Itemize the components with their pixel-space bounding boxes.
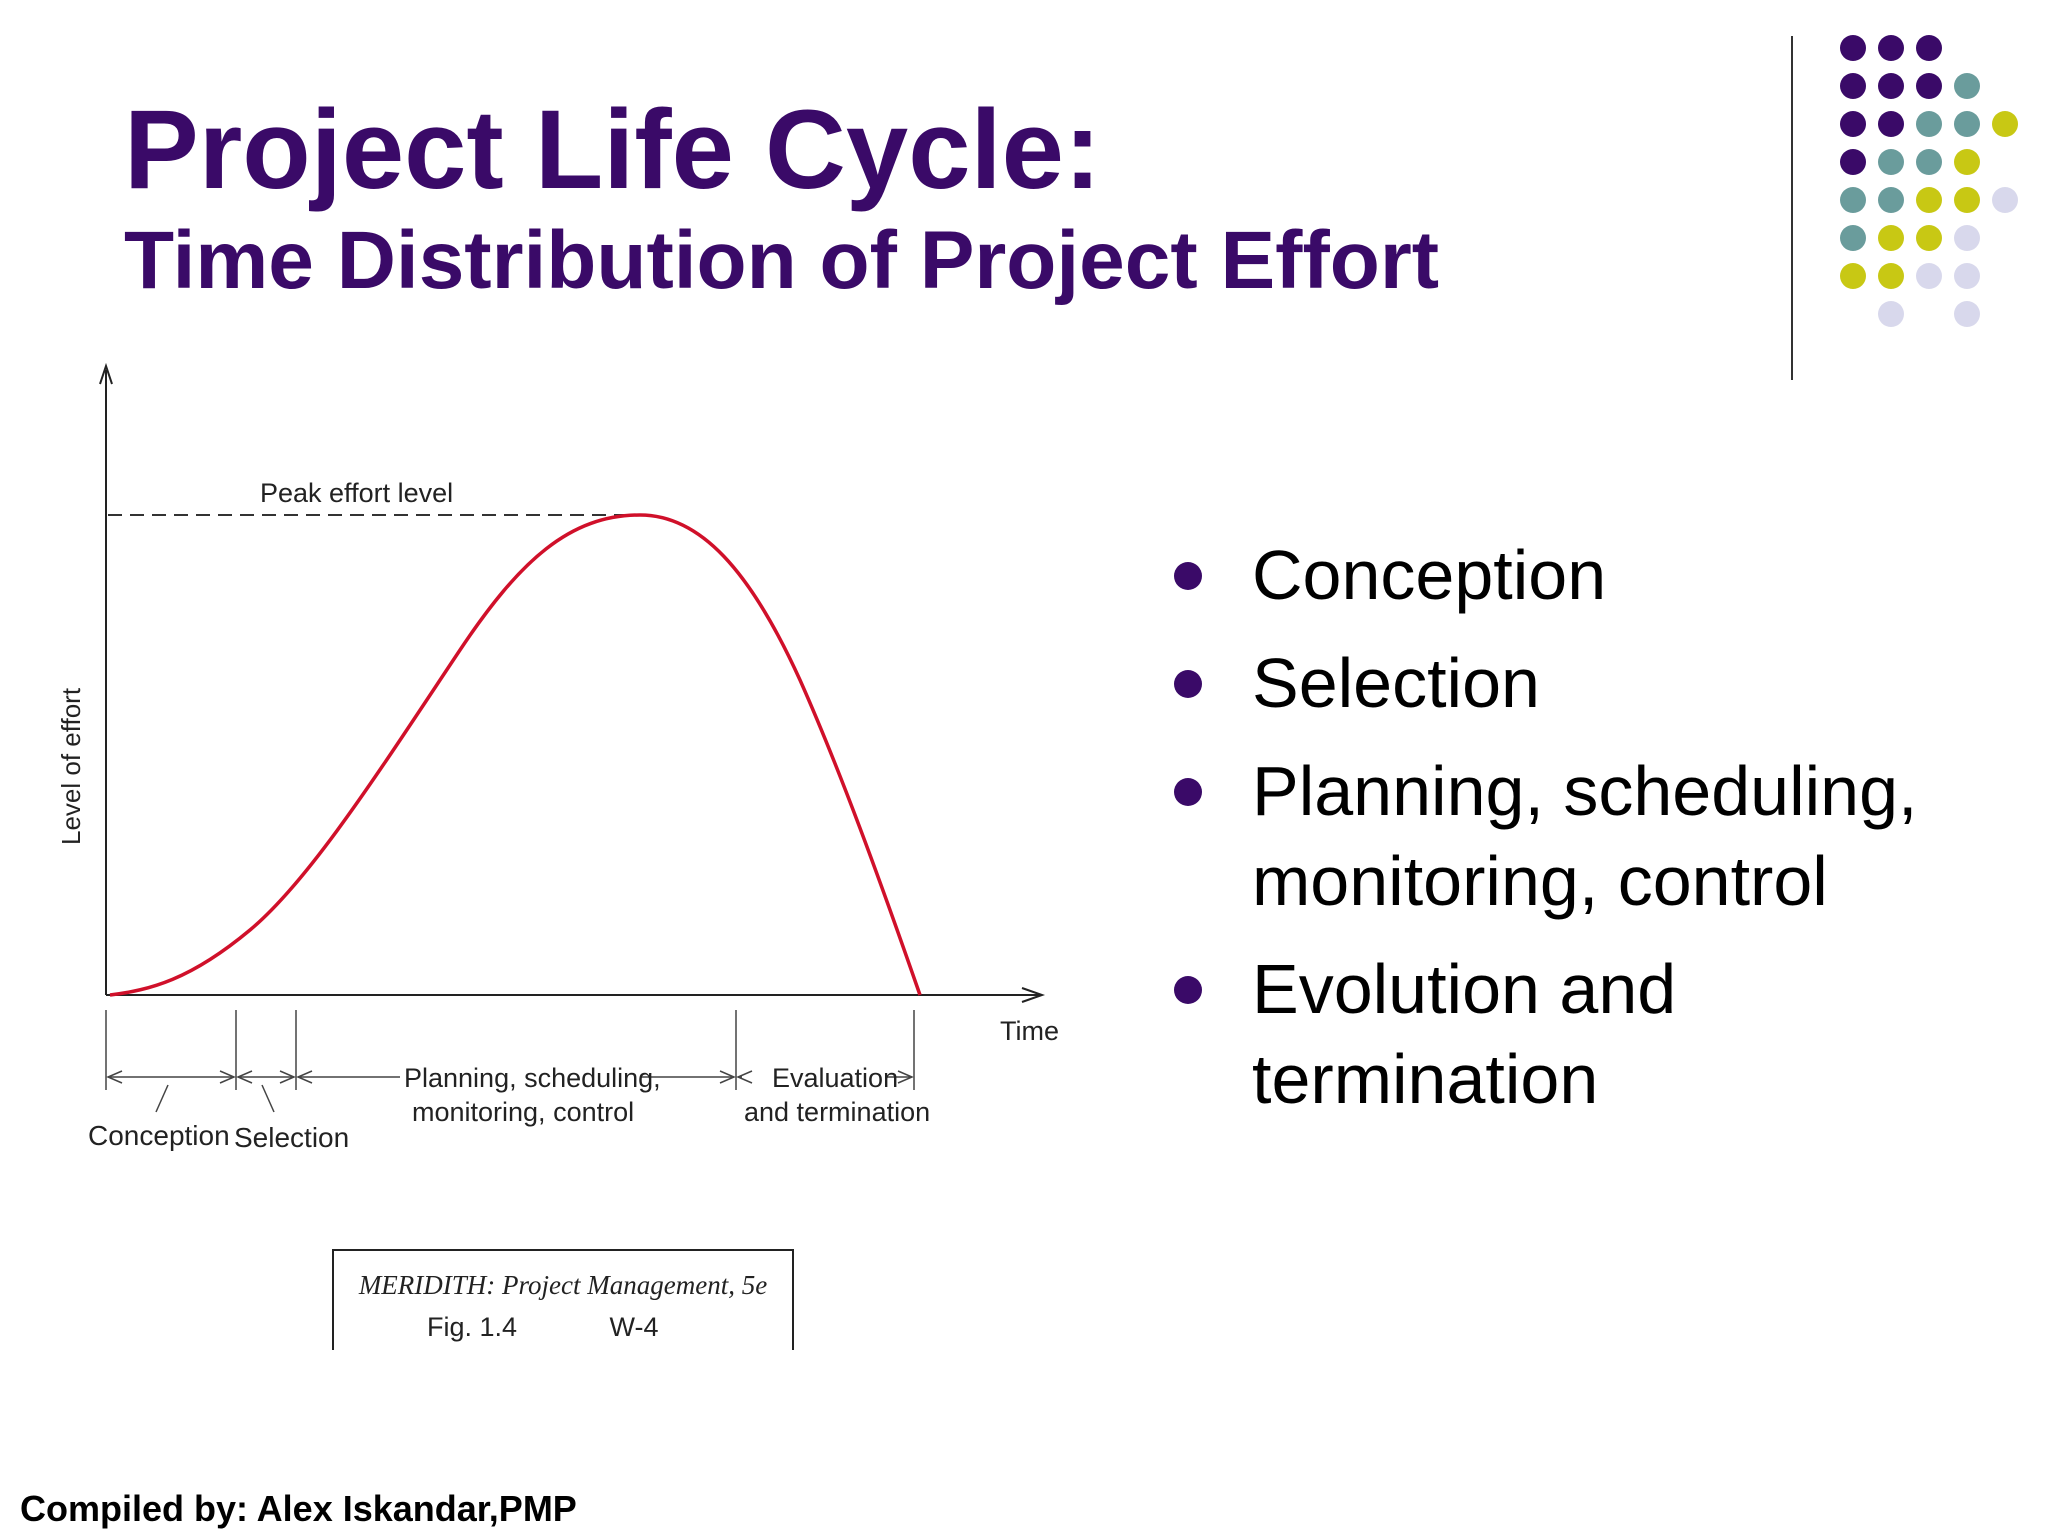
decorative-dot: [1916, 111, 1942, 137]
citation-code: W-4: [609, 1312, 658, 1342]
bullet-text: Conception: [1252, 536, 1607, 614]
phase-label-evaluation-2: and termination: [744, 1097, 930, 1127]
bullet-text: Evolution and termination: [1252, 950, 1677, 1118]
decorative-dot: [1954, 301, 1980, 327]
bullet-text: Selection: [1252, 644, 1540, 722]
bullet-selection: Selection: [1170, 638, 2020, 728]
x-axis-arrow: [1021, 987, 1046, 1003]
citation-figure: Fig. 1.4: [427, 1312, 517, 1342]
decorative-dot: [1878, 187, 1904, 213]
decorative-dot: [1916, 73, 1942, 99]
decorative-dot: [1840, 111, 1866, 137]
phase-label-planning-1: Planning, scheduling,: [404, 1063, 661, 1093]
decorative-dot: [1916, 263, 1942, 289]
decorative-dot: [1954, 187, 1980, 213]
decorative-dot: [1840, 149, 1866, 175]
bullet-dot-icon: [1174, 562, 1202, 590]
bullet-dot-icon: [1174, 778, 1202, 806]
peak-effort-label: Peak effort level: [260, 478, 453, 508]
bullet-text: Planning, scheduling, monitoring, contro…: [1252, 752, 1918, 920]
decorative-dot: [1840, 187, 1866, 213]
effort-curve: [109, 513, 922, 997]
bullet-evaluation: Evolution and termination: [1170, 944, 2020, 1124]
bullet-dot-icon: [1174, 670, 1202, 698]
y-axis-label: Level of effort: [56, 687, 86, 845]
phase-bullet-list: Conception Selection Planning, schedulin…: [1170, 530, 2020, 1142]
decorative-dot: [1992, 187, 2018, 213]
decorative-dot: [1878, 149, 1904, 175]
citation-source: MERIDITH: Project Management, 5e: [358, 1270, 767, 1300]
decorative-dot: [1954, 225, 1980, 251]
decorative-dot: [1878, 263, 1904, 289]
slide-title: Project Life Cycle:: [124, 87, 1102, 212]
slide-subtitle: Time Distribution of Project Effort: [124, 215, 1440, 306]
decorative-dot: [1916, 187, 1942, 213]
bullet-conception: Conception: [1170, 530, 2020, 620]
x-axis-label: Time: [1000, 1016, 1059, 1046]
decorative-dot: [1878, 301, 1904, 327]
decorative-dot: [1840, 73, 1866, 99]
decorative-dot: [1954, 73, 1980, 99]
footer-credit: Compiled by: Alex Iskandar,PMP: [20, 1488, 577, 1529]
decorative-dot: [1878, 35, 1904, 61]
phase-label-selection: Selection: [234, 1122, 349, 1153]
decorative-dot: [1954, 111, 1980, 137]
decorative-dot: [1878, 225, 1904, 251]
decorative-dot: [1840, 225, 1866, 251]
phase-label-planning-2: monitoring, control: [412, 1097, 634, 1127]
effort-diagram: Peak effort level Level of effort Time C…: [56, 362, 1059, 1350]
decorative-dot: [1878, 111, 1904, 137]
decorative-divider: [1791, 36, 1793, 380]
citation-box: [332, 1249, 794, 1350]
phase-label-conception: Conception: [88, 1120, 230, 1151]
decorative-dot: [1840, 35, 1866, 61]
y-axis-arrow: [99, 362, 113, 385]
bullet-planning: Planning, scheduling, monitoring, contro…: [1170, 746, 2020, 926]
decorative-dot: [1954, 149, 1980, 175]
decorative-dot: [1916, 149, 1942, 175]
decorative-dot: [1840, 263, 1866, 289]
phase-label-evaluation-1: Evaluation: [772, 1063, 898, 1093]
decorative-dot: [1916, 35, 1942, 61]
phase-span-arrows: [106, 1070, 914, 1113]
decorative-dot: [1954, 263, 1980, 289]
bullet-dot-icon: [1174, 976, 1202, 1004]
decorative-dot: [1878, 73, 1904, 99]
decorative-dot: [1916, 225, 1942, 251]
decorative-dot: [1992, 111, 2018, 137]
